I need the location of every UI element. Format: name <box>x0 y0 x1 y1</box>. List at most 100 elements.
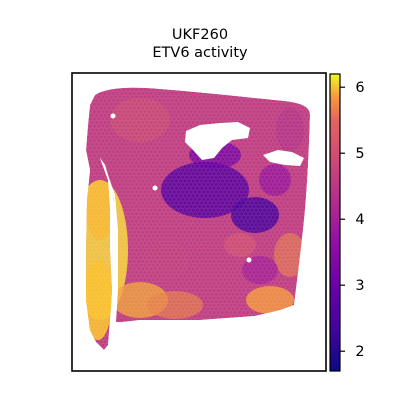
tissue-spot <box>180 124 185 129</box>
tissue-spot <box>100 131 106 136</box>
tissue-spot <box>111 105 116 111</box>
tissue-spot <box>125 328 131 333</box>
tissue-spot <box>268 284 274 290</box>
tissue-spot <box>212 87 217 89</box>
tissue-spot <box>254 91 259 96</box>
tissue-spot <box>155 306 160 312</box>
tissue-spot <box>88 204 93 209</box>
tissue-spot <box>96 94 101 100</box>
tissue-spot <box>308 288 310 293</box>
tissue-spot <box>249 142 255 147</box>
tissue-spot <box>209 277 215 282</box>
tissue-spot <box>306 335 310 341</box>
tissue-spot <box>209 189 215 195</box>
tissue-spot <box>186 113 192 118</box>
tissue-spot <box>161 266 166 271</box>
tissue-spot <box>283 346 288 351</box>
tissue-spot <box>212 339 217 344</box>
tissue-spot <box>260 189 265 195</box>
tissue-spot <box>308 259 310 264</box>
tissue-spot <box>243 277 248 282</box>
tissue-spot <box>264 87 269 92</box>
tissue-spot <box>222 255 227 260</box>
tissue-spot <box>157 288 162 293</box>
tissue-spot <box>180 167 185 173</box>
tissue-spot <box>134 131 139 136</box>
tissue-spot <box>98 244 103 249</box>
tissue-spot <box>163 138 169 143</box>
tissue-spot <box>272 284 278 290</box>
tissue-spot <box>121 292 127 297</box>
tissue-spot <box>249 208 255 213</box>
tissue-spot <box>186 87 192 89</box>
tissue-spot <box>86 244 87 249</box>
tissue-spot <box>153 273 158 279</box>
tissue-spot <box>243 226 248 231</box>
tissue-spot <box>98 193 103 198</box>
tissue-spot <box>266 91 271 96</box>
tissue-spot <box>256 321 261 326</box>
tissue-spot <box>289 270 295 275</box>
tissue-spot <box>121 131 127 136</box>
tissue-spot <box>199 98 204 103</box>
tissue-spot <box>170 200 175 206</box>
tissue-spot <box>125 175 131 180</box>
tissue-spot <box>258 303 263 308</box>
tissue-spot <box>88 226 93 231</box>
tissue-spot <box>180 145 185 151</box>
tissue-spot <box>260 109 265 114</box>
tissue-spot <box>289 109 295 114</box>
tissue-spot <box>86 295 91 301</box>
tissue-spot <box>296 127 301 132</box>
tissue-spot <box>243 284 248 290</box>
tissue-spot <box>209 182 215 187</box>
tissue-spot <box>165 142 171 147</box>
tissue-spot <box>268 145 274 151</box>
tissue-spot <box>92 284 97 290</box>
tissue-spot <box>174 244 179 249</box>
tissue-spot <box>165 237 171 242</box>
tissue-spot <box>155 299 160 304</box>
tissue-spot <box>178 186 183 191</box>
tissue-spot <box>235 335 240 341</box>
tissue-spot <box>132 120 137 125</box>
tissue-spot <box>197 102 202 107</box>
tissue-spot <box>102 237 108 242</box>
tissue-spot <box>235 211 240 217</box>
tissue-spot <box>123 237 129 242</box>
tissue-spot <box>174 105 179 111</box>
tissue-spot <box>151 255 156 260</box>
tissue-spot <box>233 149 238 154</box>
tissue-spot <box>113 116 118 122</box>
tissue-spot <box>109 204 114 209</box>
tissue-spot <box>226 262 232 268</box>
tissue-spot <box>205 240 211 246</box>
tissue-spot <box>138 182 143 187</box>
tissue-spot <box>134 321 139 326</box>
tissue-spot <box>149 98 154 103</box>
tissue-spot <box>182 244 187 249</box>
tissue-spot <box>90 164 95 169</box>
tissue-spot <box>136 120 141 125</box>
tissue-spot <box>224 310 229 315</box>
tissue-spot <box>233 251 238 257</box>
tissue-spot <box>195 346 200 351</box>
tissue-spot <box>281 109 286 114</box>
tissue-spot <box>109 131 114 136</box>
tissue-spot <box>134 284 139 290</box>
tissue-spot <box>134 109 139 114</box>
tissue-spot <box>220 178 225 184</box>
tissue-spot <box>306 211 310 217</box>
tissue-spot <box>96 204 101 209</box>
tissue-spot <box>228 208 234 213</box>
tissue-spot <box>214 204 219 209</box>
tissue-spot <box>251 233 257 238</box>
tissue-spot <box>155 109 160 114</box>
tissue-spot <box>289 204 295 209</box>
tissue-spot <box>182 303 187 308</box>
tissue-spot <box>180 321 185 326</box>
tissue-spot <box>243 306 248 312</box>
tissue-spot <box>279 193 284 198</box>
tissue-spot <box>272 240 278 246</box>
